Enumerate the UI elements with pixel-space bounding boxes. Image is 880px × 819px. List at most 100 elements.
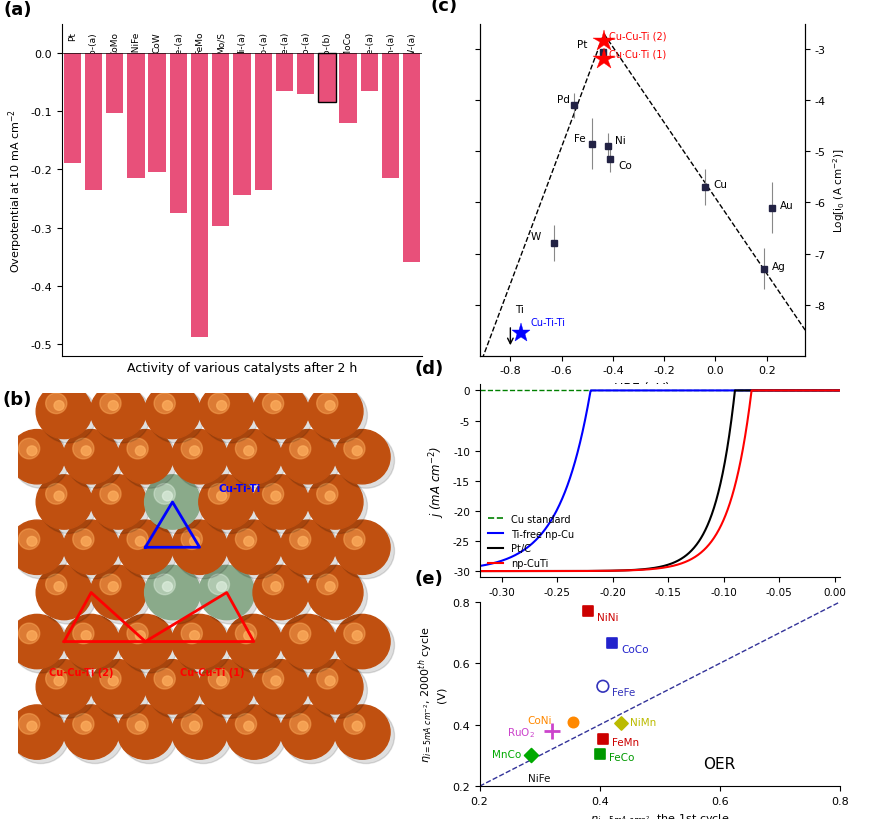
Circle shape (199, 660, 254, 714)
Line: Ti-free np-Cu: Ti-free np-Cu (480, 391, 840, 566)
Circle shape (81, 536, 92, 546)
Pt/C (634, 565, 644, 575)
Ti-free np-Cu (835, 386, 846, 396)
Circle shape (280, 520, 336, 575)
Circle shape (311, 388, 368, 443)
Circle shape (280, 614, 336, 669)
Circle shape (244, 722, 253, 731)
X-axis label: HBE (eV): HBE (eV) (614, 382, 671, 395)
Point (524, 749, 538, 762)
Bar (319, 54, 335, 103)
Text: (d): (d) (414, 360, 444, 378)
Circle shape (27, 536, 37, 546)
Circle shape (244, 536, 253, 546)
Text: RuO$_2$: RuO$_2$ (507, 726, 534, 740)
Circle shape (172, 520, 227, 575)
Text: Cu-Ti-Ti: Cu-Ti-Ti (219, 483, 261, 493)
Circle shape (352, 631, 363, 640)
Text: (c): (c) (431, 0, 458, 16)
Text: Ni: Ni (615, 135, 627, 146)
Circle shape (99, 574, 121, 595)
Circle shape (344, 439, 365, 459)
Ti-free np-Cu (634, 386, 644, 396)
Circle shape (91, 660, 146, 714)
Text: Pt: Pt (577, 39, 587, 49)
Circle shape (307, 385, 363, 439)
Circle shape (12, 523, 70, 579)
Text: Cu-Cu-Ti (2): Cu-Cu-Ti (2) (48, 667, 113, 677)
Circle shape (298, 446, 308, 456)
Bar (191, 54, 209, 337)
Circle shape (108, 676, 118, 686)
Circle shape (108, 401, 118, 411)
Circle shape (9, 614, 65, 669)
Ti-free np-Cu (756, 386, 766, 396)
Circle shape (216, 676, 227, 686)
Circle shape (271, 582, 281, 591)
Circle shape (209, 484, 230, 505)
Circle shape (226, 430, 282, 484)
Circle shape (108, 582, 118, 591)
Point (605, 637, 619, 650)
Circle shape (334, 614, 390, 669)
Circle shape (144, 385, 201, 439)
Circle shape (40, 569, 97, 624)
np-CuTi (722, 506, 733, 516)
Point (581, 604, 595, 618)
Circle shape (144, 566, 201, 620)
Circle shape (36, 566, 92, 620)
Text: (a): (a) (4, 1, 33, 19)
Circle shape (40, 388, 97, 443)
Text: Au: Au (780, 201, 793, 210)
Circle shape (216, 401, 227, 411)
Circle shape (93, 478, 150, 534)
Circle shape (148, 569, 205, 624)
np-CuTi (511, 567, 522, 577)
Text: Cu-Ti-Ti: Cu-Ti-Ti (531, 318, 566, 328)
Circle shape (283, 523, 341, 579)
Circle shape (334, 430, 390, 484)
Pt/C (511, 567, 522, 577)
Circle shape (127, 713, 148, 735)
Circle shape (12, 433, 70, 489)
Circle shape (256, 663, 313, 718)
Circle shape (307, 475, 363, 530)
Bar (382, 54, 400, 179)
Text: Cu: Cu (713, 180, 727, 190)
Circle shape (229, 708, 286, 763)
Circle shape (216, 582, 227, 591)
Text: Cu·Cu·Ti (1): Cu·Cu·Ti (1) (609, 50, 666, 60)
Circle shape (280, 705, 336, 759)
Circle shape (229, 523, 286, 579)
Ti-free np-Cu (474, 561, 485, 571)
Circle shape (154, 668, 175, 689)
Circle shape (181, 439, 202, 459)
Circle shape (63, 430, 119, 484)
Y-axis label: $\eta_{i=5mA\ cm^{-2}}$, 2000$^{th}$ cycle
(V): $\eta_{i=5mA\ cm^{-2}}$, 2000$^{th}$ cyc… (416, 626, 446, 762)
Circle shape (108, 491, 118, 501)
Circle shape (338, 618, 394, 673)
Text: CoNi: CoNi (528, 715, 553, 725)
Circle shape (226, 705, 282, 759)
Legend: Cu standard, Ti-free np-Cu, Pt/C, np-CuTi: Cu standard, Ti-free np-Cu, Pt/C, np-CuT… (485, 510, 578, 572)
Circle shape (189, 446, 200, 456)
Circle shape (46, 484, 67, 505)
Circle shape (148, 478, 205, 534)
Circle shape (12, 708, 70, 763)
np-CuTi (763, 386, 774, 396)
np-CuTi (835, 386, 846, 396)
Circle shape (256, 388, 313, 443)
Circle shape (229, 433, 286, 489)
Circle shape (262, 484, 283, 505)
np-CuTi (634, 565, 644, 575)
Circle shape (175, 433, 232, 489)
Circle shape (91, 566, 146, 620)
Circle shape (18, 623, 40, 644)
Circle shape (40, 663, 97, 718)
Circle shape (256, 569, 313, 624)
Circle shape (73, 713, 94, 735)
Circle shape (93, 663, 150, 718)
Text: Pd: Pd (556, 95, 569, 105)
Circle shape (54, 582, 64, 591)
Pt/C (474, 567, 485, 577)
